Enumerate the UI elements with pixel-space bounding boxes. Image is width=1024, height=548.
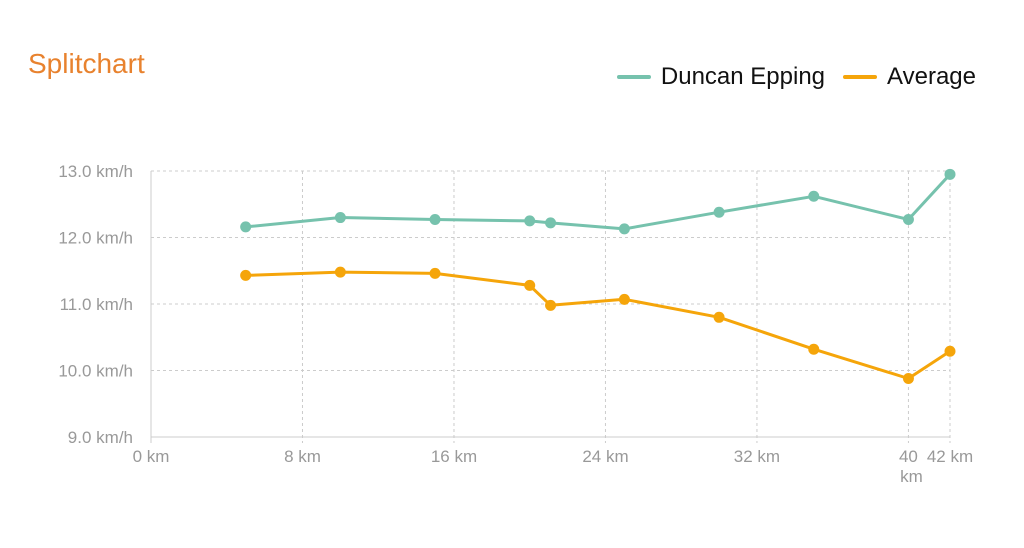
data-point-average [240,269,252,281]
y-tick-label: 12.0 km/h [58,229,133,248]
data-point-duncan-epping [944,168,956,180]
y-tick-label: 9.0 km/h [68,428,133,447]
data-point-duncan-epping [524,215,536,227]
legend-label-average: Average [887,63,976,90]
data-point-duncan-epping [902,214,914,226]
x-tick-label: 24 km [582,447,628,466]
data-point-average [902,372,914,384]
data-point-average [618,293,630,305]
legend-swatch-average [843,75,878,79]
data-point-average [545,299,557,311]
y-tick-label: 11.0 km/h [60,295,133,314]
legend-swatch-duncan-epping [616,75,651,79]
data-point-average [808,343,820,355]
y-tick-label: 10.0 km/h [58,362,133,381]
x-tick-label: 0 km [133,447,170,466]
series-line-duncan-epping [244,172,952,231]
x-tick-label: 32 km [734,447,780,466]
x-tick-label: 42 km [927,447,973,466]
data-point-duncan-epping [713,206,725,218]
chart-title: Splitchart [28,48,145,79]
data-point-duncan-epping [618,223,630,235]
legend-label-duncan-epping: Duncan Epping [660,63,826,90]
data-point-duncan-epping [240,221,252,233]
data-point-duncan-epping [545,217,557,229]
data-point-average [944,345,956,357]
x-tick-label: 8 km [284,447,321,466]
x-tick-label: 40 km [899,447,923,486]
data-point-average [429,267,441,279]
data-point-average [713,311,725,323]
data-point-duncan-epping [429,214,441,226]
series-line-average [244,270,952,380]
legend-item-duncan-epping[interactable]: Duncan Epping [616,63,826,91]
chart-legend: Duncan Epping Average [616,63,976,91]
y-tick-label: 13.0 km/h [58,162,133,181]
legend-item-average[interactable]: Average [843,63,976,91]
data-point-average [524,279,536,291]
x-tick-label: 16 km [431,447,477,466]
data-point-average [334,266,346,278]
data-point-duncan-epping [334,212,346,224]
data-point-duncan-epping [808,190,820,202]
